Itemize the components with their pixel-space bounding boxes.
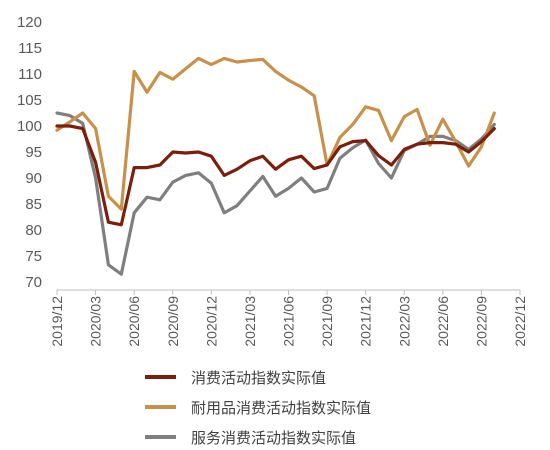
- y-tick-label: 115: [18, 40, 42, 57]
- y-tick-label: 80: [25, 222, 42, 239]
- x-tick-label: 2022/12: [512, 296, 528, 347]
- x-tick-label: 2022/09: [473, 296, 489, 347]
- y-tick-label: 100: [17, 118, 42, 135]
- x-tick-label: 2020/09: [165, 296, 181, 347]
- series-layer: [55, 56, 496, 276]
- y-tick-label: 95: [25, 144, 42, 161]
- x-tick-label: 2020/06: [126, 296, 142, 347]
- x-tick-label: 2021/03: [242, 296, 258, 347]
- x-axis: 2019/12 2020/03 2020/06 2020/09 2020/12 2021/…: [49, 289, 528, 347]
- y-tick-label: 105: [17, 92, 42, 109]
- y-tick-label: 85: [25, 196, 42, 213]
- x-tick-label: 2019/12: [49, 296, 65, 347]
- x-tick-label: 2021/06: [281, 296, 297, 347]
- y-tick-label: 110: [18, 66, 42, 83]
- legend-label: 服务消费活动指数实际值: [191, 429, 356, 447]
- x-tick-label: 2020/03: [88, 296, 104, 347]
- series-line-2: [55, 111, 496, 276]
- series-line-1: [55, 56, 496, 211]
- x-tick-label: 2021/09: [319, 296, 335, 347]
- series-line-0: [55, 124, 496, 227]
- y-tick-label: 75: [25, 248, 42, 265]
- y-tick-label: 70: [25, 274, 42, 291]
- y-tick-label: 90: [25, 170, 42, 187]
- x-tick-label: 2022/03: [396, 296, 412, 347]
- legend-label: 消费活动指数实际值: [191, 369, 326, 387]
- x-tick-label: 2020/12: [203, 296, 219, 347]
- x-tick-label: 2022/06: [435, 296, 451, 347]
- y-axis: 70 75 80 85 90 95 100 105 110 115 120: [17, 14, 42, 291]
- legend-label: 耐用品消费活动指数实际值: [191, 399, 371, 417]
- y-tick-label: 120: [17, 14, 42, 31]
- x-tick-label: 2021/12: [358, 296, 374, 347]
